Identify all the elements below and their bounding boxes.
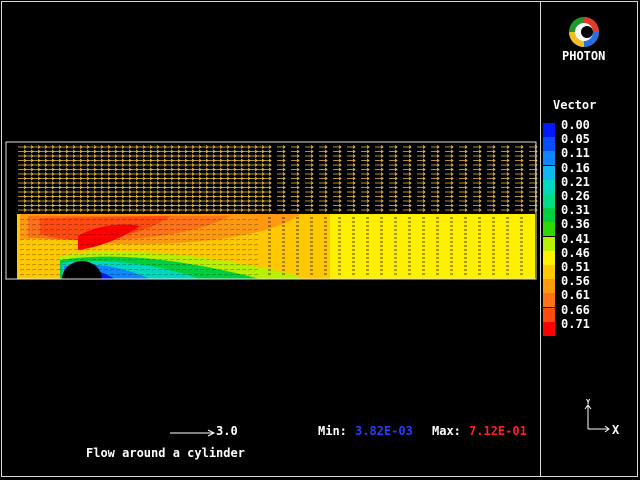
legend-entry: 0.51: [543, 260, 633, 279]
axis-y-label: Y: [586, 398, 591, 406]
legend-label: 0.05: [561, 132, 590, 147]
plot-title: Flow around a cylinder: [86, 446, 245, 460]
legend-swatch: [543, 265, 555, 279]
min-value: 3.82E-03: [355, 424, 413, 438]
max-label: Max:: [432, 424, 461, 438]
legend-swatch: [543, 307, 555, 322]
legend-swatch: [543, 222, 555, 237]
legend-label: 0.36: [561, 217, 590, 232]
legend-entry: 0.36: [543, 217, 633, 237]
legend-label: 0.11: [561, 146, 590, 161]
legend-entry: 0.31: [543, 203, 633, 223]
legend-entry: 0.05: [543, 132, 633, 152]
scale-arrow-icon: [170, 429, 216, 437]
legend-label: 0.46: [561, 245, 590, 260]
legend-label: 0.26: [561, 189, 590, 203]
legend-label: 0.31: [561, 203, 590, 218]
legend-entry: 0.21: [543, 175, 633, 194]
legend-entry: 0.41: [543, 232, 633, 251]
legend-swatch: [543, 165, 555, 180]
legend-entry: 0.16: [543, 161, 633, 180]
legend-swatch: [543, 279, 555, 294]
legend-swatch: [543, 208, 555, 223]
max-value: 7.12E-01: [469, 424, 527, 438]
legend-entry: 0.66: [543, 303, 633, 322]
panel-divider: [540, 2, 541, 477]
logo-text: PHOTON: [562, 49, 606, 63]
legend-entry: 0.61: [543, 288, 633, 308]
legend-entry: 0.71: [543, 317, 633, 336]
min-label: Min:: [318, 424, 347, 438]
legend-label: 0.71: [561, 316, 590, 331]
legend-entry: 0.00: [543, 118, 633, 137]
legend-swatch: [543, 123, 555, 137]
velocity-contours: [17, 214, 535, 279]
legend-swatch: [543, 250, 555, 265]
flow-field-plot: [5, 141, 538, 280]
photon-logo-icon: [569, 17, 599, 47]
scale-label: 3.0: [216, 424, 238, 438]
legend-swatch: [543, 151, 555, 166]
legend-entry: 0.11: [543, 146, 633, 166]
velocity-vectors: [18, 145, 538, 276]
legend-label: 0.21: [561, 174, 590, 189]
legend-entry: 0.46: [543, 246, 633, 265]
legend-swatch: [543, 194, 555, 208]
legend-swatch: [543, 236, 555, 251]
legend-entry: 0.56: [543, 274, 633, 294]
legend-swatch: [543, 137, 555, 152]
legend-swatch: [543, 179, 555, 194]
legend-label: 0.41: [561, 231, 590, 246]
legend-label: 0.16: [561, 160, 590, 175]
legend-swatch: [543, 321, 555, 336]
legend-label: 0.51: [561, 260, 590, 274]
legend-label: 0.00: [561, 118, 590, 132]
legend-title: Vector: [553, 98, 597, 112]
domain-border: [5, 141, 537, 280]
legend-label: 0.56: [561, 274, 590, 289]
legend-label: 0.66: [561, 302, 590, 317]
axis-x-label: X: [612, 423, 620, 437]
legend-label: 0.61: [561, 288, 590, 303]
axes-triad-icon: [584, 404, 610, 433]
legend-entry: 0.26: [543, 189, 633, 208]
legend-swatch: [543, 293, 555, 308]
